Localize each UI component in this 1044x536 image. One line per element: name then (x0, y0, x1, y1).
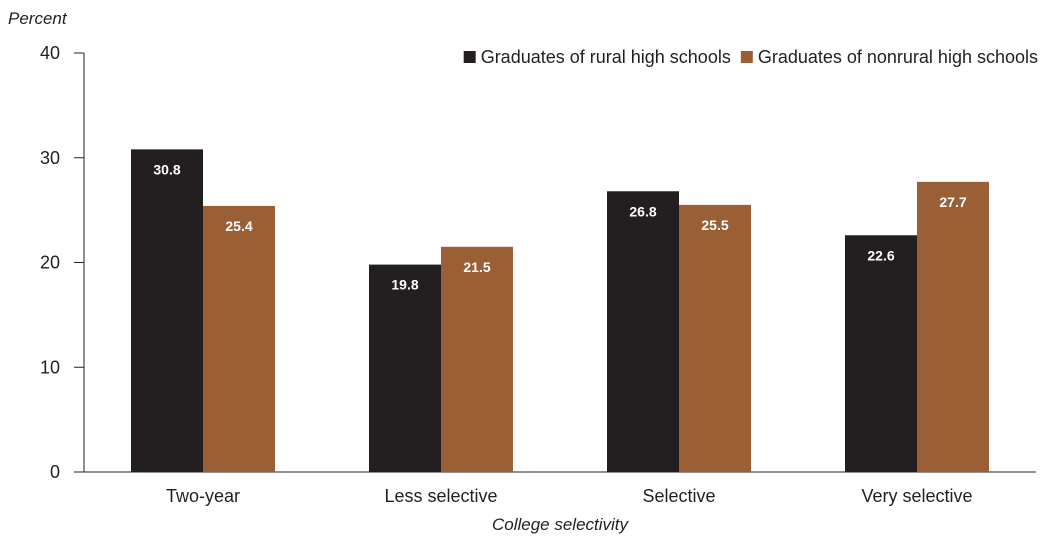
legend-label: Graduates of nonrural high schools (758, 47, 1038, 67)
bar (917, 181, 989, 472)
bar (845, 235, 917, 472)
legend-swatch (463, 51, 476, 63)
y-tick-label: 10 (40, 357, 60, 377)
bar-value-label: 19.8 (391, 277, 418, 293)
data-labels-group: 30.8 25.4 19.8 21.5 26.8 25.5 22.6 27.7 (153, 161, 966, 292)
bar-value-label: 25.4 (225, 218, 252, 234)
bar-value-label: 26.8 (629, 203, 656, 219)
bar (441, 246, 513, 472)
y-tick-label: 40 (40, 43, 60, 63)
bar-value-label: 27.7 (939, 194, 966, 210)
x-axis-title: College selectivity (492, 515, 630, 534)
x-tick-label: Less selective (384, 486, 497, 506)
bar-value-label: 30.8 (153, 161, 180, 177)
bar (679, 204, 751, 472)
bar (131, 149, 203, 472)
y-axis-title: Percent (8, 9, 68, 28)
bar-value-label: 22.6 (867, 247, 894, 263)
axes-group: 0 10 20 30 40 Two-year Less selective Selective… (40, 43, 1036, 506)
bars-group (131, 149, 989, 472)
bar (203, 205, 275, 472)
bar-value-label: 25.5 (701, 217, 728, 233)
y-tick-label: 0 (50, 462, 60, 482)
x-tick-label: Selective (642, 486, 715, 506)
legend-label: Graduates of rural high schools (481, 47, 731, 67)
x-tick-label: Two-year (166, 486, 240, 506)
x-tick-label: Very selective (861, 486, 972, 506)
bar-value-label: 21.5 (463, 259, 490, 275)
y-tick-label: 20 (40, 253, 60, 273)
legend-swatch (740, 51, 753, 63)
bar (607, 191, 679, 472)
bar (369, 264, 441, 472)
legend: Graduates of rural high schools Graduates… (463, 47, 1038, 67)
y-tick-label: 30 (40, 148, 60, 168)
